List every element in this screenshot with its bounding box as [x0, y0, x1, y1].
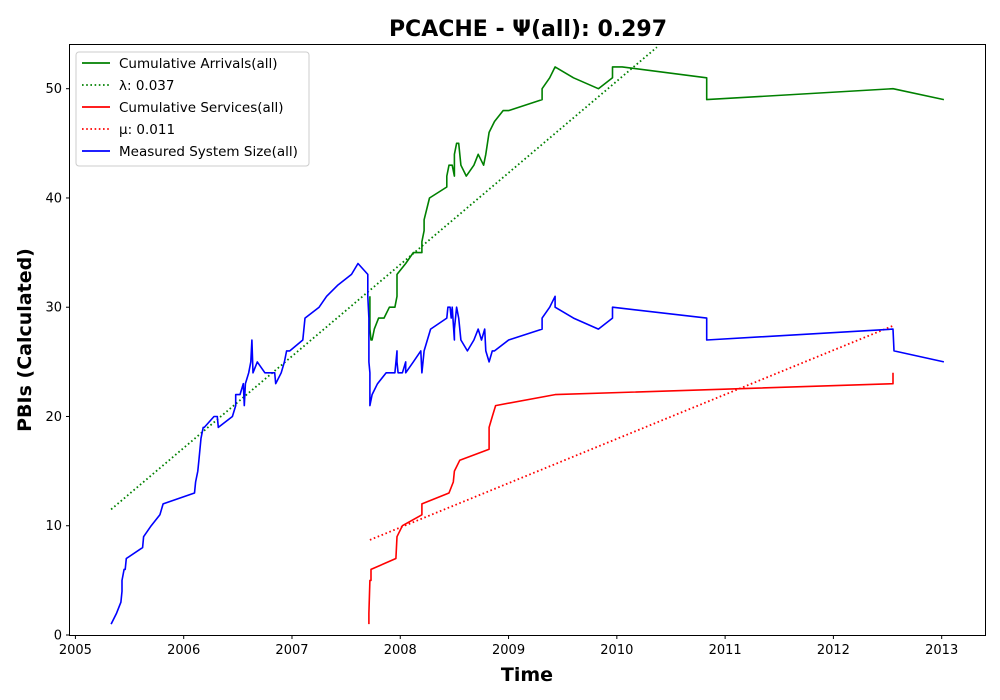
- plot-area: [110, 46, 945, 625]
- axes: 2005 2006 2007 2008 2009 2010 2011 2012 2013 0 10 2…: [45, 82, 958, 658]
- x-tick-label: 2007: [275, 643, 308, 658]
- x-tick-label: 2009: [492, 643, 525, 658]
- legend-label: Measured System Size(all): [119, 144, 298, 160]
- y-tick-label: 20: [45, 410, 62, 425]
- x-tick-label: 2012: [817, 643, 850, 658]
- x-axis-label: Time: [501, 664, 553, 686]
- series-line-4: [110, 262, 945, 625]
- x-tick-label: 2005: [59, 643, 92, 658]
- y-tick-label: 0: [54, 629, 62, 644]
- x-tick-label: 2008: [384, 643, 417, 658]
- chart-title: PCACHE - Ψ(all): 0.297: [389, 17, 667, 42]
- y-tick-label: 50: [45, 82, 62, 97]
- y-axis-label: PBIs (Calculated): [14, 248, 36, 432]
- series-line-0: [369, 66, 945, 341]
- x-tick-label: 2011: [709, 643, 742, 658]
- x-tick-label: 2006: [167, 643, 200, 658]
- x-tick-label: 2013: [925, 643, 958, 658]
- legend: Cumulative Arrivals(all) λ: 0.037 Cumulati…: [75, 51, 310, 167]
- y-tick-label: 30: [45, 301, 62, 316]
- legend-label: Cumulative Arrivals(all): [119, 56, 278, 72]
- legend-label: Cumulative Services(all): [119, 100, 284, 116]
- x-tick-label: 2010: [600, 643, 633, 658]
- series-line-3: [369, 324, 894, 541]
- legend-label: μ: 0.011: [119, 122, 175, 138]
- plot-frame: [69, 44, 986, 636]
- series-line-1: [110, 46, 658, 511]
- legend-label: λ: 0.037: [119, 78, 174, 94]
- y-tick-label: 10: [45, 519, 62, 534]
- series-line-2: [368, 372, 894, 625]
- y-tick-label: 40: [45, 191, 62, 206]
- legend-box: [75, 51, 310, 167]
